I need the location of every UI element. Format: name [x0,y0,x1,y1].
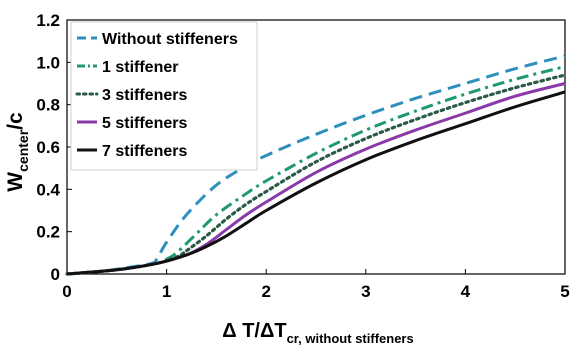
y-axis-label: Wcenter/c [4,112,31,192]
tick-layer: 0 1 2 3 4 5 0 0.2 0.4 0.6 0.8 1.0 1.2 [36,11,569,301]
y-axis-label-main: W [4,172,27,192]
legend-label-3: 5 stiffeners [102,115,187,132]
y-tick-label: 1.0 [36,53,60,72]
legend-label-0: Without stiffeners [102,31,238,48]
y-tick-label: 0.4 [36,180,60,199]
series-line-1 [66,65,566,276]
series-layer [65,54,567,276]
legend-box [70,21,258,171]
x-axis-label-main: Δ T/ΔT [222,320,286,342]
y-tick-label: 0.8 [36,96,60,115]
y-axis-label-tail: /c [4,112,27,130]
legend-label-2: 3 stiffeners [102,87,187,104]
x-axis-label-sub: cr, without stiffeners [287,331,414,346]
legend-label-4: 7 stiffeners [102,143,187,160]
series-line-0 [66,54,566,276]
x-tick-label: 4 [461,282,471,301]
x-tick-label: 1 [162,282,171,301]
legend-label-1: 1 stiffener [102,59,178,76]
x-tick-label: 5 [560,282,569,301]
y-tick-label: 0 [51,265,60,284]
y-tick-label: 1.2 [36,11,60,30]
x-axis-label: Δ T/ΔTcr, without stiffeners [222,320,413,346]
y-tick-label: 0.2 [36,223,60,242]
y-axis-label-sub: center [15,129,31,172]
legend: Without stiffeners 1 stiffener 3 stiffener… [70,21,258,171]
x-tick-label: 0 [62,282,71,301]
x-tick-label: 2 [261,282,270,301]
x-tick-label: 3 [361,282,370,301]
y-tick-label: 0.6 [36,138,60,157]
series-line-4 [66,90,566,276]
